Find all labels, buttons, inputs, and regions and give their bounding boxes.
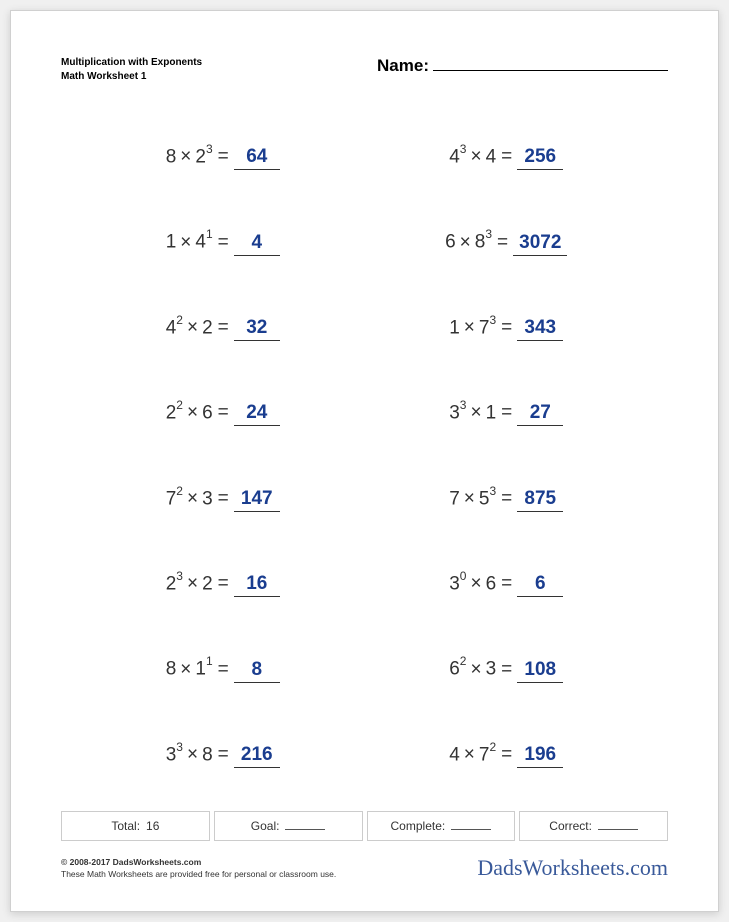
- expression: 22×6=: [166, 400, 234, 424]
- expression: 72×3=: [166, 486, 234, 510]
- footer-summary: Total: 16 Goal: Complete: Correct:: [61, 811, 668, 841]
- answer: 875: [517, 488, 563, 512]
- problem-11: 23×2=16: [101, 571, 345, 610]
- expression: 33×1=: [449, 400, 517, 424]
- total-label: Total:: [111, 819, 140, 833]
- problem-5: 42×2=32: [101, 315, 345, 354]
- worksheet-title: Multiplication with Exponents Math Works…: [61, 56, 202, 84]
- answer: 27: [517, 402, 563, 426]
- answer: 6: [517, 573, 563, 597]
- answer: 8: [234, 659, 280, 683]
- total-box: Total: 16: [61, 811, 210, 841]
- answer: 16: [234, 573, 280, 597]
- answer: 4: [234, 232, 280, 256]
- correct-blank[interactable]: [598, 829, 638, 830]
- complete-label: Complete:: [391, 819, 446, 833]
- goal-box: Goal:: [214, 811, 363, 841]
- answer: 64: [234, 146, 280, 170]
- problems-grid: 8×23=6443×4=2561×41=46×83=307242×2=321×7…: [61, 144, 668, 781]
- problem-12: 30×6=6: [385, 571, 629, 610]
- expression: 62×3=: [449, 656, 517, 680]
- answer: 256: [517, 146, 563, 170]
- site-logo: DadsWorksheets.com: [477, 855, 668, 881]
- expression: 8×11=: [166, 656, 234, 680]
- answer: 108: [517, 659, 563, 683]
- problem-15: 33×8=216: [101, 742, 345, 781]
- complete-blank[interactable]: [451, 829, 491, 830]
- answer: 343: [517, 317, 563, 341]
- tagline-text: These Math Worksheets are provided free …: [61, 869, 336, 881]
- correct-label: Correct:: [549, 819, 592, 833]
- expression: 23×2=: [166, 571, 234, 595]
- problem-16: 4×72=196: [385, 742, 629, 781]
- goal-label: Goal:: [251, 819, 280, 833]
- expression: 43×4=: [449, 144, 517, 168]
- answer: 216: [234, 744, 280, 768]
- expression: 7×53=: [449, 486, 517, 510]
- expression: 30×6=: [449, 571, 517, 595]
- expression: 4×72=: [449, 742, 517, 766]
- problem-1: 8×23=64: [101, 144, 345, 183]
- correct-box: Correct:: [519, 811, 668, 841]
- problem-6: 1×73=343: [385, 315, 629, 354]
- expression: 8×23=: [166, 144, 234, 168]
- problem-13: 8×11=8: [101, 656, 345, 695]
- name-label: Name:: [377, 56, 429, 76]
- problem-2: 43×4=256: [385, 144, 629, 183]
- name-blank-line[interactable]: [433, 70, 668, 71]
- title-line-2: Math Worksheet 1: [61, 70, 202, 84]
- copyright-text: © 2008-2017 DadsWorksheets.com: [61, 857, 336, 869]
- problem-4: 6×83=3072: [385, 229, 629, 268]
- answer: 147: [234, 488, 280, 512]
- problem-9: 72×3=147: [101, 486, 345, 525]
- complete-box: Complete:: [367, 811, 516, 841]
- copyright-block: © 2008-2017 DadsWorksheets.com These Mat…: [61, 857, 336, 881]
- problem-14: 62×3=108: [385, 656, 629, 695]
- header: Multiplication with Exponents Math Works…: [61, 56, 668, 84]
- total-value: 16: [146, 819, 159, 833]
- answer: 196: [517, 744, 563, 768]
- expression: 42×2=: [166, 315, 234, 339]
- problem-10: 7×53=875: [385, 486, 629, 525]
- expression: 6×83=: [445, 229, 513, 253]
- name-field: Name:: [377, 56, 668, 76]
- problem-3: 1×41=4: [101, 229, 345, 268]
- bottom-bar: © 2008-2017 DadsWorksheets.com These Mat…: [61, 855, 668, 881]
- answer: 3072: [513, 232, 567, 256]
- expression: 1×41=: [166, 229, 234, 253]
- worksheet-page: Multiplication with Exponents Math Works…: [10, 10, 719, 912]
- title-line-1: Multiplication with Exponents: [61, 56, 202, 70]
- answer: 24: [234, 402, 280, 426]
- problem-8: 33×1=27: [385, 400, 629, 439]
- goal-blank[interactable]: [285, 829, 325, 830]
- expression: 33×8=: [166, 742, 234, 766]
- answer: 32: [234, 317, 280, 341]
- problem-7: 22×6=24: [101, 400, 345, 439]
- expression: 1×73=: [449, 315, 517, 339]
